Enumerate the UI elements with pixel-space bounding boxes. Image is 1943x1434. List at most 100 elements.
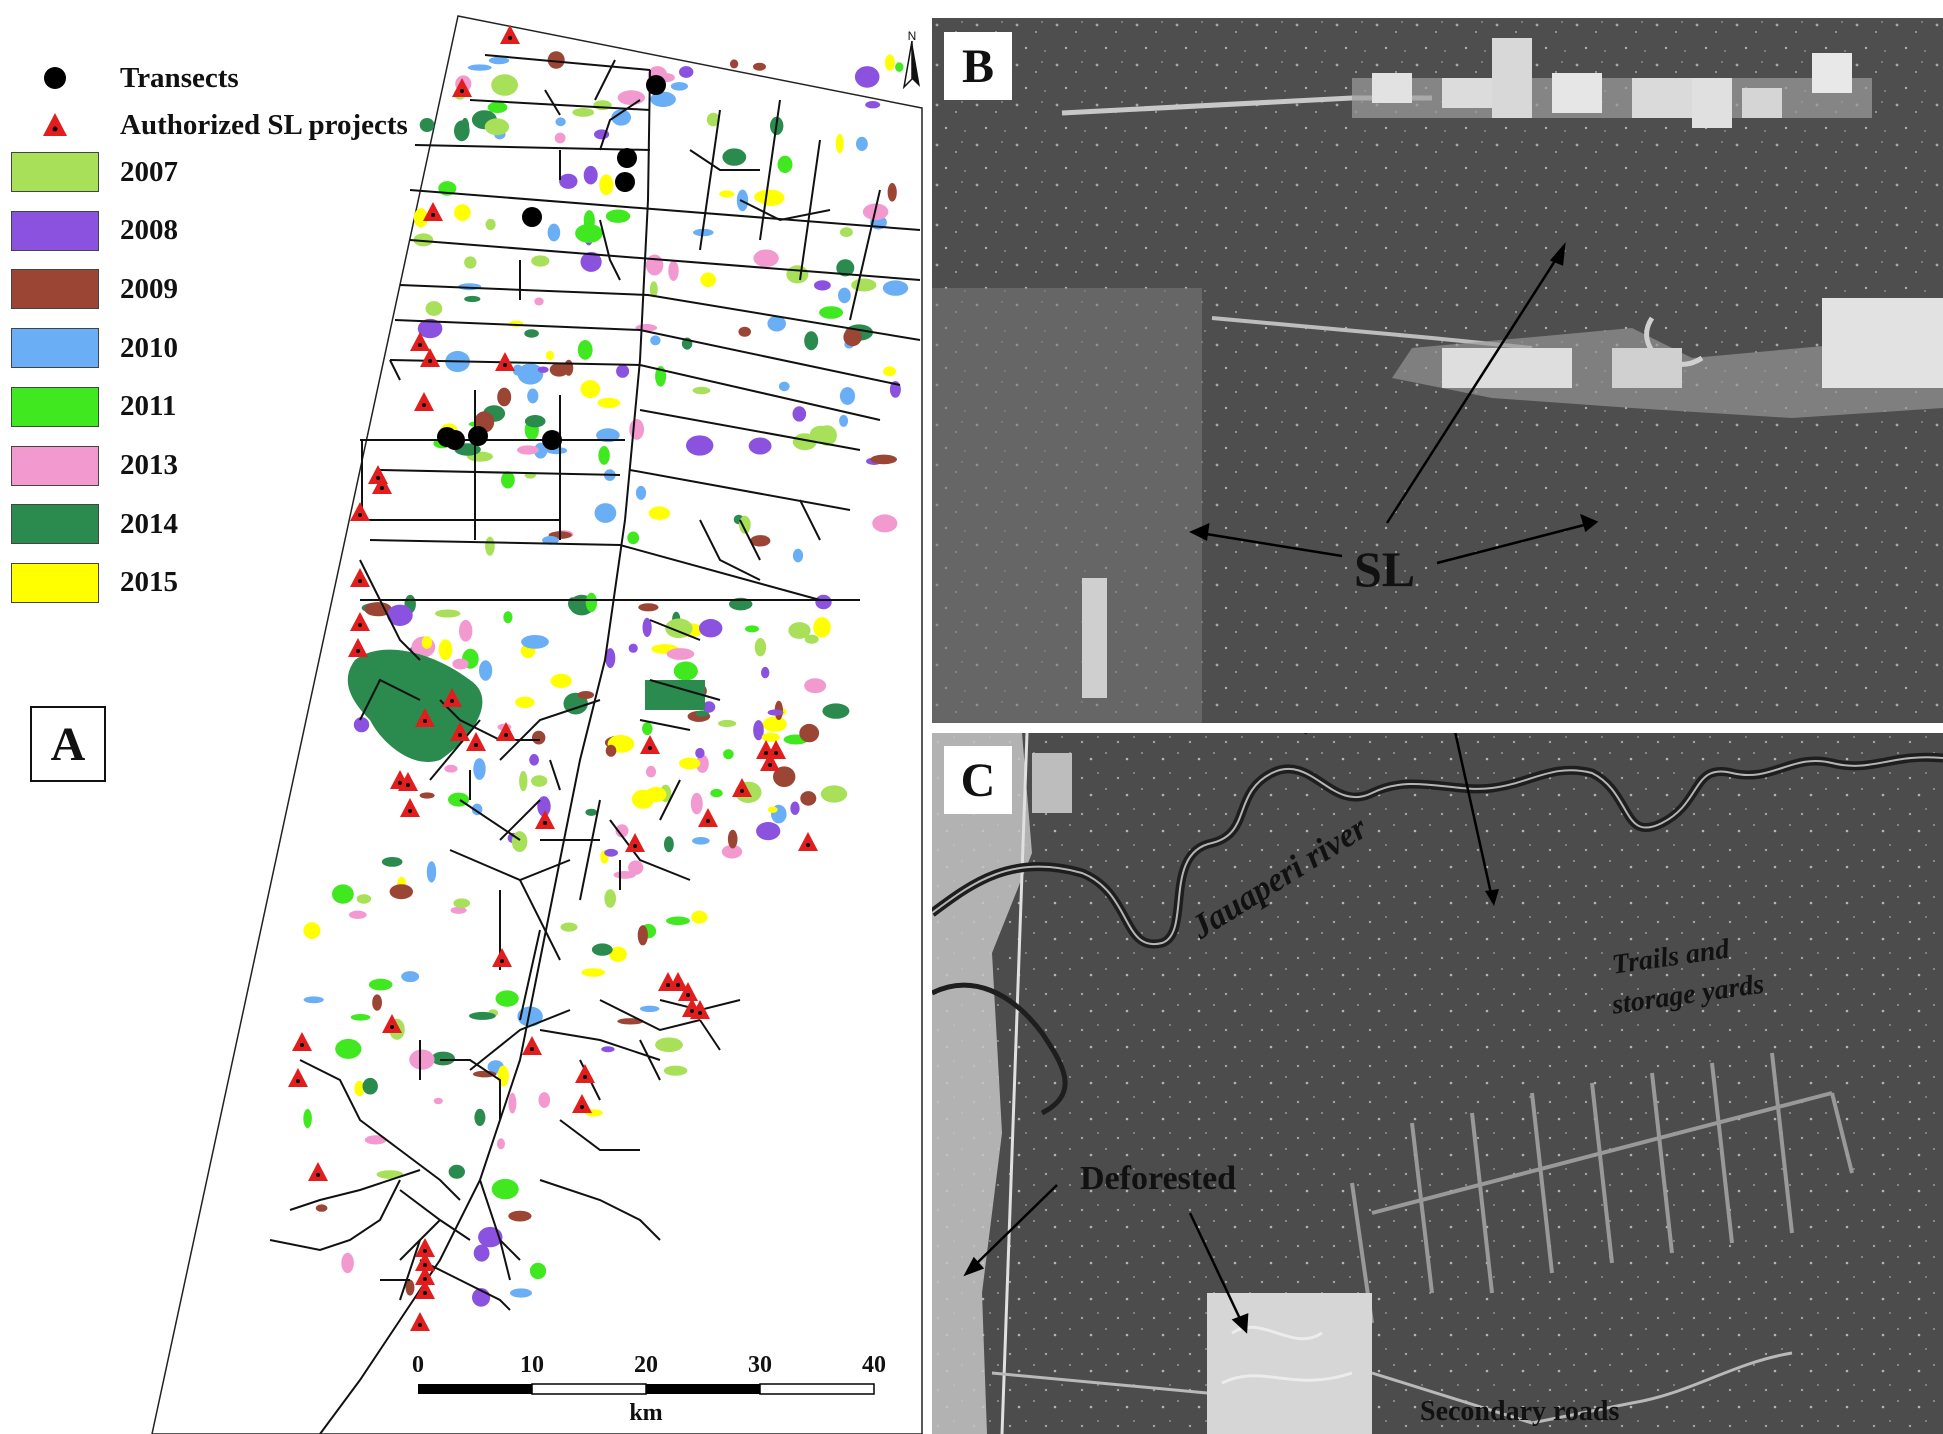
patch [572, 108, 595, 117]
patch [401, 971, 420, 983]
authorized-sl-marker [450, 722, 470, 741]
patch [645, 254, 664, 276]
patch [362, 1077, 378, 1095]
authorized-sl-marker-dot [422, 403, 426, 407]
authorized-sl-marker [400, 798, 420, 817]
patch [491, 1178, 519, 1200]
patch [835, 133, 844, 154]
authorized-sl-marker [452, 78, 472, 97]
patch [479, 660, 493, 681]
patch [804, 678, 827, 694]
patch [788, 622, 811, 639]
authorized-sl-marker-dot [316, 1173, 320, 1177]
patch [547, 223, 561, 242]
patch [605, 648, 616, 669]
patch [350, 1014, 371, 1021]
patch [635, 485, 647, 500]
patch-rect [645, 680, 705, 710]
patch [354, 1080, 365, 1097]
authorized-sl-marker [410, 332, 430, 351]
patch [448, 1164, 465, 1179]
patch [665, 618, 693, 639]
patch [748, 437, 772, 455]
transect-dot-icon [44, 67, 66, 89]
patch [649, 281, 658, 298]
authorized-sl-marker [732, 778, 752, 797]
authorized-sl-marker [423, 202, 443, 221]
authorized-sl-marker-dot [418, 343, 422, 347]
patch [629, 419, 645, 440]
patch [425, 301, 443, 316]
patch [531, 775, 548, 787]
authorized-sl-marker [442, 688, 462, 707]
patch [387, 604, 413, 626]
patch [469, 1011, 496, 1020]
patch [508, 1210, 532, 1222]
authorized-sl-marker [420, 348, 440, 367]
patch [745, 625, 759, 633]
legend-item-transects: Transects [10, 55, 239, 101]
patch [461, 117, 470, 136]
authorized-sl-marker-dot [676, 983, 680, 987]
authorized-sl-marker-dot [358, 513, 362, 517]
patch [537, 366, 549, 373]
legend-item-2009: 2009 [10, 266, 178, 312]
patch [851, 278, 877, 292]
authorized-sl-marker [382, 1014, 402, 1033]
patch [511, 831, 528, 853]
patch [804, 634, 819, 644]
patch [666, 916, 690, 926]
patch [580, 251, 602, 272]
patch [332, 884, 354, 904]
authorized-sl-marker-dot [423, 1291, 427, 1295]
patch [534, 297, 544, 306]
legend-label-2010: 2010 [120, 331, 178, 364]
authorized-sl-marker-dot [504, 733, 508, 737]
authorized-sl-marker-dot [406, 783, 410, 787]
authorized-sl-marker-dot [390, 1025, 394, 1029]
authorized-sl-marker-dot [690, 1009, 694, 1013]
patch [790, 801, 800, 815]
annotation-secondary-roads: Secondary roads [1420, 1396, 1620, 1427]
patch [598, 446, 610, 465]
authorized-sl-marker [625, 833, 645, 852]
patch [303, 996, 324, 1004]
legend-label-2007: 2007 [120, 155, 178, 188]
authorized-sl-marker-dot [380, 486, 384, 490]
authorized-sl-marker-dot [458, 733, 462, 737]
authorized-sl-marker [668, 972, 688, 991]
patch [854, 66, 880, 88]
patch [767, 709, 784, 716]
patch [754, 190, 782, 204]
transect-marker [445, 430, 465, 450]
authorized-sl-marker-dot [300, 1043, 304, 1047]
patch [491, 74, 518, 96]
patch [887, 183, 897, 202]
patch [839, 387, 856, 405]
legend-item-2014: 2014 [10, 501, 178, 547]
patch [706, 112, 720, 127]
patch [413, 208, 428, 228]
legend-label-2014: 2014 [120, 507, 178, 540]
patch [405, 1279, 415, 1296]
patch [762, 716, 787, 732]
authorized-sl-marker-dot [768, 763, 772, 767]
legend-item-2015: 2015 [10, 560, 178, 606]
patch [638, 603, 659, 612]
patch [628, 860, 644, 875]
patch [839, 227, 853, 238]
patch [640, 1005, 660, 1012]
patch [356, 894, 372, 904]
patch [519, 771, 528, 792]
authorized-sl-marker-dot [633, 844, 637, 848]
patch [767, 806, 778, 813]
patch [761, 732, 780, 742]
patch [335, 1038, 362, 1059]
patch [549, 362, 569, 377]
patch [756, 822, 781, 841]
patch [376, 1170, 404, 1179]
authorized-sl-marker [415, 1238, 435, 1257]
patch [819, 306, 844, 319]
legend-item-2010: 2010 [10, 325, 178, 371]
patch [700, 272, 716, 288]
